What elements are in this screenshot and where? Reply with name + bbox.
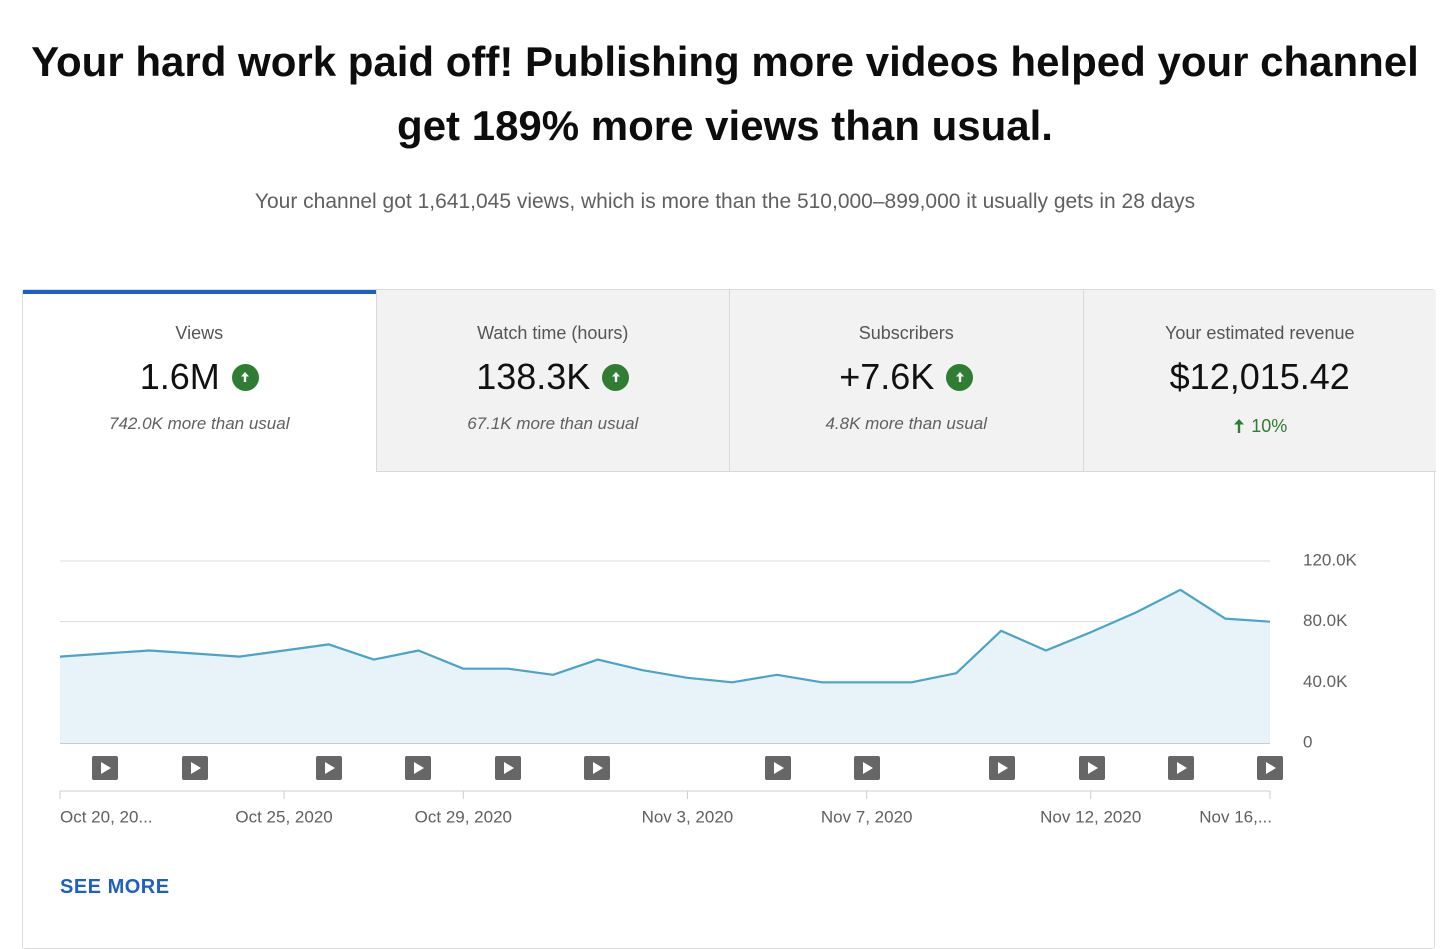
- see-more-link[interactable]: SEE MORE: [60, 876, 170, 898]
- x-tick-label: Nov 3, 2020: [642, 807, 734, 826]
- tab-label: Your estimated revenue: [1165, 323, 1355, 343]
- subtitle: Your channel got 1,641,045 views, which …: [254, 190, 1196, 213]
- change-value: 10%: [1251, 416, 1288, 436]
- tab-value-row: +7.6K: [730, 356, 1083, 398]
- y-tick-label: 40.0K: [1303, 672, 1348, 691]
- tab-subscribers[interactable]: Subscribers +7.6K 4.8K more than usual: [729, 290, 1083, 472]
- tab-value-row: 1.6M: [23, 356, 376, 398]
- tab-note: 4.8K more than usual: [825, 414, 988, 433]
- analytics-card: Views 1.6M 742.0K more than usual Watch …: [22, 289, 1436, 949]
- up-icon: [602, 363, 630, 391]
- video-markers: [92, 756, 1283, 780]
- area-fill: [60, 589, 1270, 743]
- page: { "header": { "title": "Your hard work p…: [22, 38, 1436, 949]
- tab-label: Watch time (hours): [477, 323, 629, 343]
- up-icon: [946, 363, 974, 391]
- y-tick-label: 0: [1303, 732, 1312, 751]
- tab-value-row: 138.3K: [377, 356, 730, 398]
- tab-revenue[interactable]: Your estimated revenue $12,015.42 10%: [1082, 290, 1437, 472]
- tab-value-row: $12,015.42: [1084, 356, 1437, 398]
- line: [59, 588, 1271, 684]
- x-tick-label: Nov 16,...: [1199, 807, 1272, 826]
- tab-label: Views: [175, 323, 224, 343]
- tab-value: +7.6K: [839, 356, 935, 397]
- x-tick-label: Oct 20, 20...: [60, 807, 153, 826]
- x-tick-label: Oct 29, 2020: [415, 807, 512, 826]
- tab-note: 742.0K more than usual: [108, 414, 290, 433]
- x-tick-label: Oct 25, 2020: [235, 807, 332, 826]
- y-tick-label: 120.0K: [1303, 550, 1358, 569]
- headline: Your hard work paid off! Publishing more…: [31, 38, 1419, 149]
- up-icon: [231, 363, 259, 391]
- views-chart: 0 40.0K 80.0K 120.0K Oct 20, 20... Oct 25, 20…: [59, 550, 1358, 826]
- up-arrow: [1234, 419, 1245, 433]
- tab-value: $12,015.42: [1169, 356, 1350, 397]
- x-tick-label: Nov 12, 2020: [1040, 807, 1141, 826]
- tab-watch-time[interactable]: Watch time (hours) 138.3K 67.1K more tha…: [375, 290, 730, 472]
- tab-value: 1.6M: [139, 356, 220, 397]
- tab-change: 10%: [1084, 416, 1437, 437]
- x-tick-label: Nov 7, 2020: [821, 807, 913, 826]
- tab-views[interactable]: Views 1.6M 742.0K more than usual: [23, 290, 376, 472]
- tab-value: 138.3K: [476, 356, 591, 397]
- tab-label: Subscribers: [858, 323, 954, 343]
- y-tick-label: 80.0K: [1303, 611, 1348, 630]
- metric-tabs: Views 1.6M 742.0K more than usual Watch …: [23, 290, 1436, 472]
- tab-note: 67.1K more than usual: [467, 414, 639, 433]
